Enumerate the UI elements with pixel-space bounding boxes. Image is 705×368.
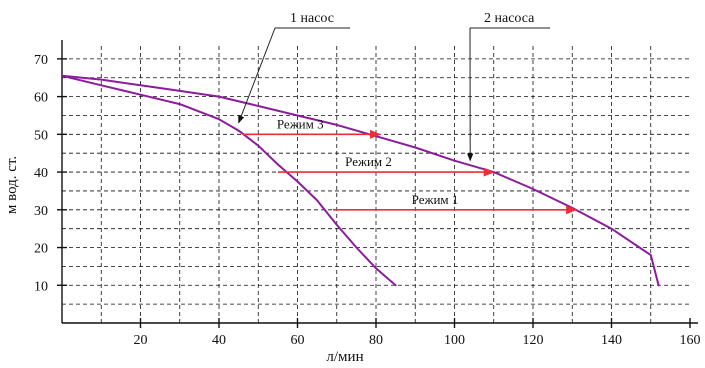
x-tick-label: 140 [601, 333, 622, 348]
x-axis-ticks: 20 40 60 80 100 120 140 160 [134, 318, 701, 348]
mode-label: Режим 1 [412, 192, 459, 207]
curve-callouts: 1 насос 2 насоса [238, 11, 550, 162]
series-callout-label-2: 2 насоса [484, 11, 535, 26]
x-tick-label: 160 [680, 333, 701, 348]
x-tick-label: 20 [134, 333, 148, 348]
y-tick-label: 30 [34, 204, 48, 219]
y-tick-label: 50 [34, 128, 48, 143]
x-tick-label: 60 [291, 333, 305, 348]
series-line-2 [61, 74, 660, 287]
y-axis-ticks: 10 20 30 40 50 60 70 [34, 53, 67, 294]
operating-modes: Режим 3 Режим 2 Режим 1 [242, 116, 578, 215]
series-line-1 [61, 74, 397, 287]
mode-label: Режим 2 [345, 154, 392, 169]
x-axis-label: л/мин [326, 349, 363, 365]
y-tick-label: 40 [34, 166, 48, 181]
axes [61, 40, 698, 324]
y-axis-label: м вод. ст. [4, 156, 20, 214]
y-tick-label: 20 [34, 242, 48, 257]
x-tick-label: 40 [212, 333, 226, 348]
grid [62, 44, 690, 323]
x-tick-label: 80 [369, 333, 383, 348]
mode-label: Режим 3 [277, 116, 324, 131]
series-callout-label-1: 1 насос [290, 11, 334, 26]
x-tick-label: 100 [444, 333, 465, 348]
y-tick-label: 10 [34, 279, 48, 294]
y-tick-label: 70 [34, 53, 48, 68]
y-tick-label: 60 [34, 91, 48, 106]
x-tick-label: 120 [523, 333, 544, 348]
pump-curves [61, 74, 660, 287]
callout-leader-line [238, 27, 276, 124]
